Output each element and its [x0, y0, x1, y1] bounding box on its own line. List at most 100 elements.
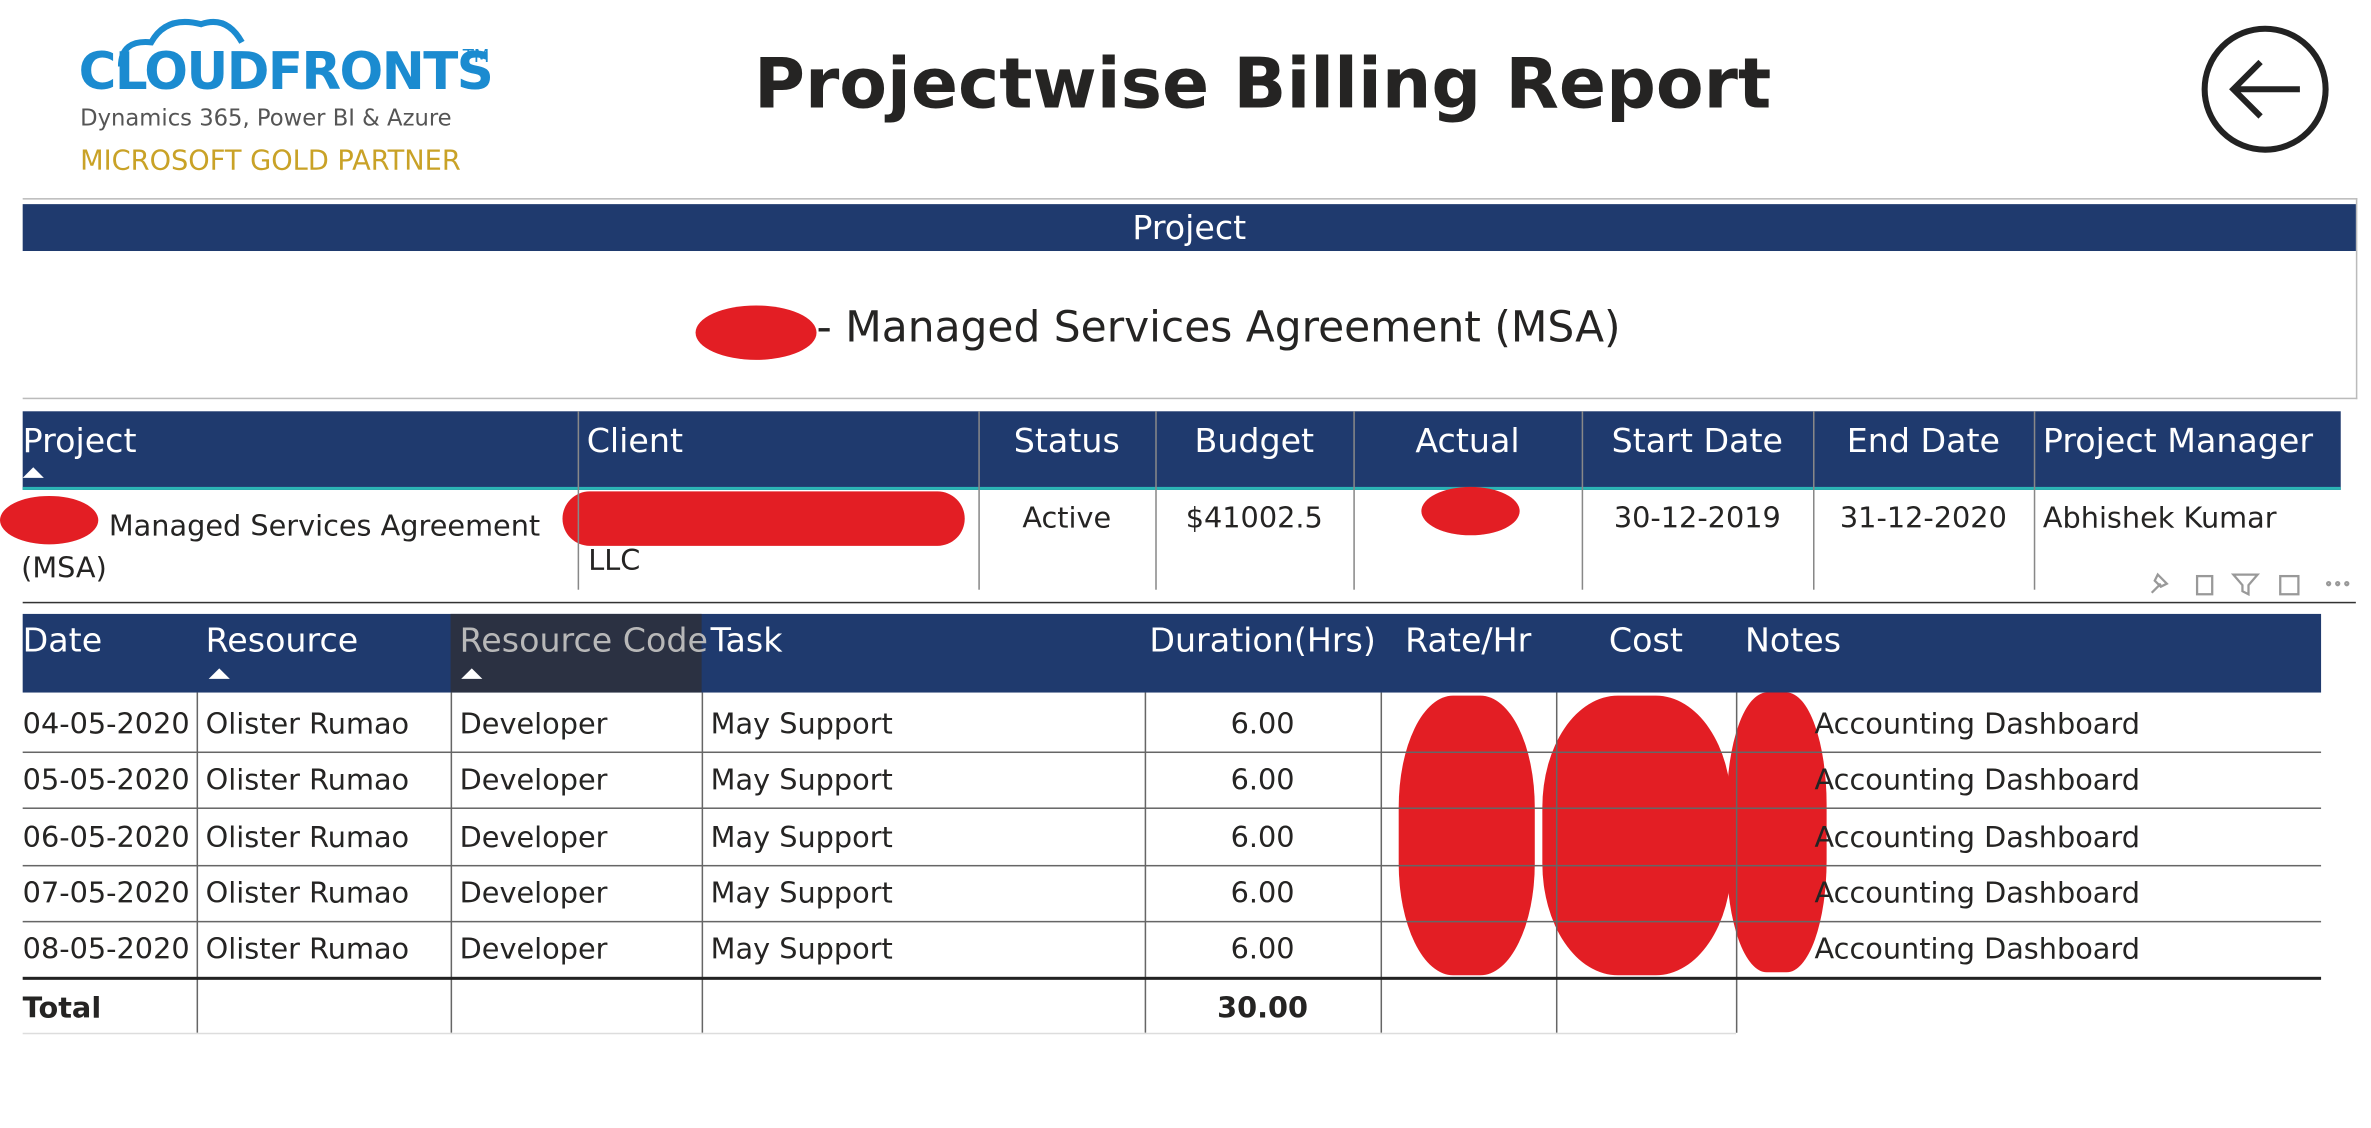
logo-partner: MICROSOFT GOLD PARTNER	[80, 145, 461, 177]
column-border	[196, 692, 199, 1033]
cell-client: LLC	[588, 544, 641, 578]
column-header: Task	[710, 622, 783, 661]
row-border	[22, 977, 2322, 981]
cell-task: May Support	[710, 820, 893, 854]
cell-date: 07-05-2020	[22, 876, 190, 911]
column-header: Actual	[1415, 423, 1520, 462]
column-border	[2033, 411, 2036, 590]
redaction	[1421, 486, 1520, 536]
cell-task: May Support	[710, 876, 893, 911]
cell-resource: Olister Rumao	[205, 876, 410, 911]
card-value: - Managed Services Agreement (MSA)	[816, 302, 1621, 353]
column-border	[978, 411, 980, 590]
cell-resource-code: Developer	[459, 876, 608, 911]
row-border	[22, 864, 2322, 866]
redaction	[1398, 695, 1535, 976]
cell-resource-code: Developer	[459, 933, 608, 967]
column-header: Resource	[205, 622, 359, 661]
card-header	[22, 204, 2356, 252]
column-header: Resource Code	[459, 622, 708, 661]
sort-indicator	[461, 668, 483, 679]
column-border	[1813, 411, 1815, 590]
column-border	[1581, 411, 1584, 590]
cell-status: Active	[1022, 502, 1112, 536]
row-border	[22, 920, 2322, 923]
logo-cloud	[117, 18, 245, 67]
logo-trademark: TM	[462, 45, 490, 67]
logo-brand: CLOUDFRONTS	[78, 42, 494, 103]
sort-indicator	[22, 467, 44, 478]
cell-resource-code: Developer	[459, 820, 608, 854]
cell-project: Managed Services Agreement (MSA)	[21, 509, 541, 586]
report-title: Projectwise Billing Report	[753, 42, 1772, 124]
redaction	[1726, 692, 1827, 973]
total-border	[22, 1032, 1736, 1035]
redaction	[695, 305, 817, 360]
column-header: Notes	[1744, 622, 1842, 661]
cell-date: 08-05-2020	[22, 933, 190, 967]
column-header: Status	[1013, 423, 1120, 462]
cell-notes: Accounting Dashboard	[1814, 876, 2140, 911]
cell-date: 04-05-2020	[22, 707, 190, 741]
column-border	[1735, 692, 1738, 1033]
cell-notes: Accounting Dashboard	[1814, 764, 2140, 798]
column-border	[1380, 692, 1383, 1033]
back-button[interactable]	[2200, 24, 2330, 154]
cell-resource: Olister Rumao	[205, 933, 410, 967]
card-label: Project	[1132, 210, 1247, 248]
cell-budget: $41002.5	[1185, 502, 1323, 536]
divider	[22, 601, 2356, 604]
billing-table-header	[22, 613, 2322, 693]
cell-date: 05-05-2020	[22, 764, 190, 798]
cell-duration: 6.00	[1230, 707, 1295, 741]
column-border	[701, 692, 704, 1033]
total-label: Total	[22, 991, 102, 1025]
column-header: Date	[22, 622, 103, 661]
project-card	[22, 198, 2358, 400]
column-header: End Date	[1846, 423, 2001, 462]
column-header: Budget	[1194, 423, 1315, 462]
cell-resource: Olister Rumao	[205, 764, 410, 798]
column-border	[1144, 692, 1147, 1033]
column-border	[1555, 692, 1558, 1033]
column-header: Duration(Hrs)	[1149, 622, 1376, 661]
cell-end-date: 31-12-2020	[1839, 502, 2007, 536]
column-header: Cost	[1608, 622, 1683, 661]
cell-task: May Support	[710, 764, 893, 798]
cell-resource-code: Developer	[459, 764, 608, 798]
cell-task: May Support	[710, 707, 893, 741]
cell-resource: Olister Rumao	[205, 820, 410, 854]
column-border	[577, 411, 580, 590]
redaction	[562, 491, 965, 546]
column-border	[1155, 411, 1157, 590]
cell-date: 06-05-2020	[22, 820, 190, 854]
cell-resource-code: Developer	[459, 707, 608, 741]
visual-toolbar	[2150, 572, 2350, 597]
sorted-column-header	[450, 613, 702, 693]
cell-start-date: 30-12-2019	[1613, 502, 1781, 536]
cell-notes: Accounting Dashboard	[1814, 820, 2140, 854]
cell-task: May Support	[710, 933, 893, 967]
cell-duration: 6.00	[1230, 933, 1295, 967]
column-border	[1353, 411, 1355, 590]
column-header: Project	[22, 423, 137, 462]
cell-resource: Olister Rumao	[205, 707, 410, 741]
cell-notes: Accounting Dashboard	[1814, 707, 2140, 741]
column-header: Client	[586, 423, 684, 462]
cell-duration: 6.00	[1230, 764, 1295, 798]
row-border	[22, 807, 2322, 810]
column-header: Start Date	[1611, 423, 1784, 462]
column-border	[450, 692, 453, 1033]
redaction	[0, 495, 99, 545]
logo-tagline: Dynamics 365, Power BI & Azure	[80, 104, 452, 132]
column-header: Project Manager	[2042, 423, 2314, 462]
cell-project-manager: Abhishek Kumar	[2042, 502, 2277, 536]
cell-duration: 6.00	[1230, 876, 1295, 911]
row-border	[22, 751, 2322, 754]
cell-duration: 6.00	[1230, 820, 1295, 854]
sort-indicator	[208, 668, 230, 679]
total-duration: 30.00	[1217, 991, 1309, 1025]
redaction	[1542, 695, 1732, 976]
